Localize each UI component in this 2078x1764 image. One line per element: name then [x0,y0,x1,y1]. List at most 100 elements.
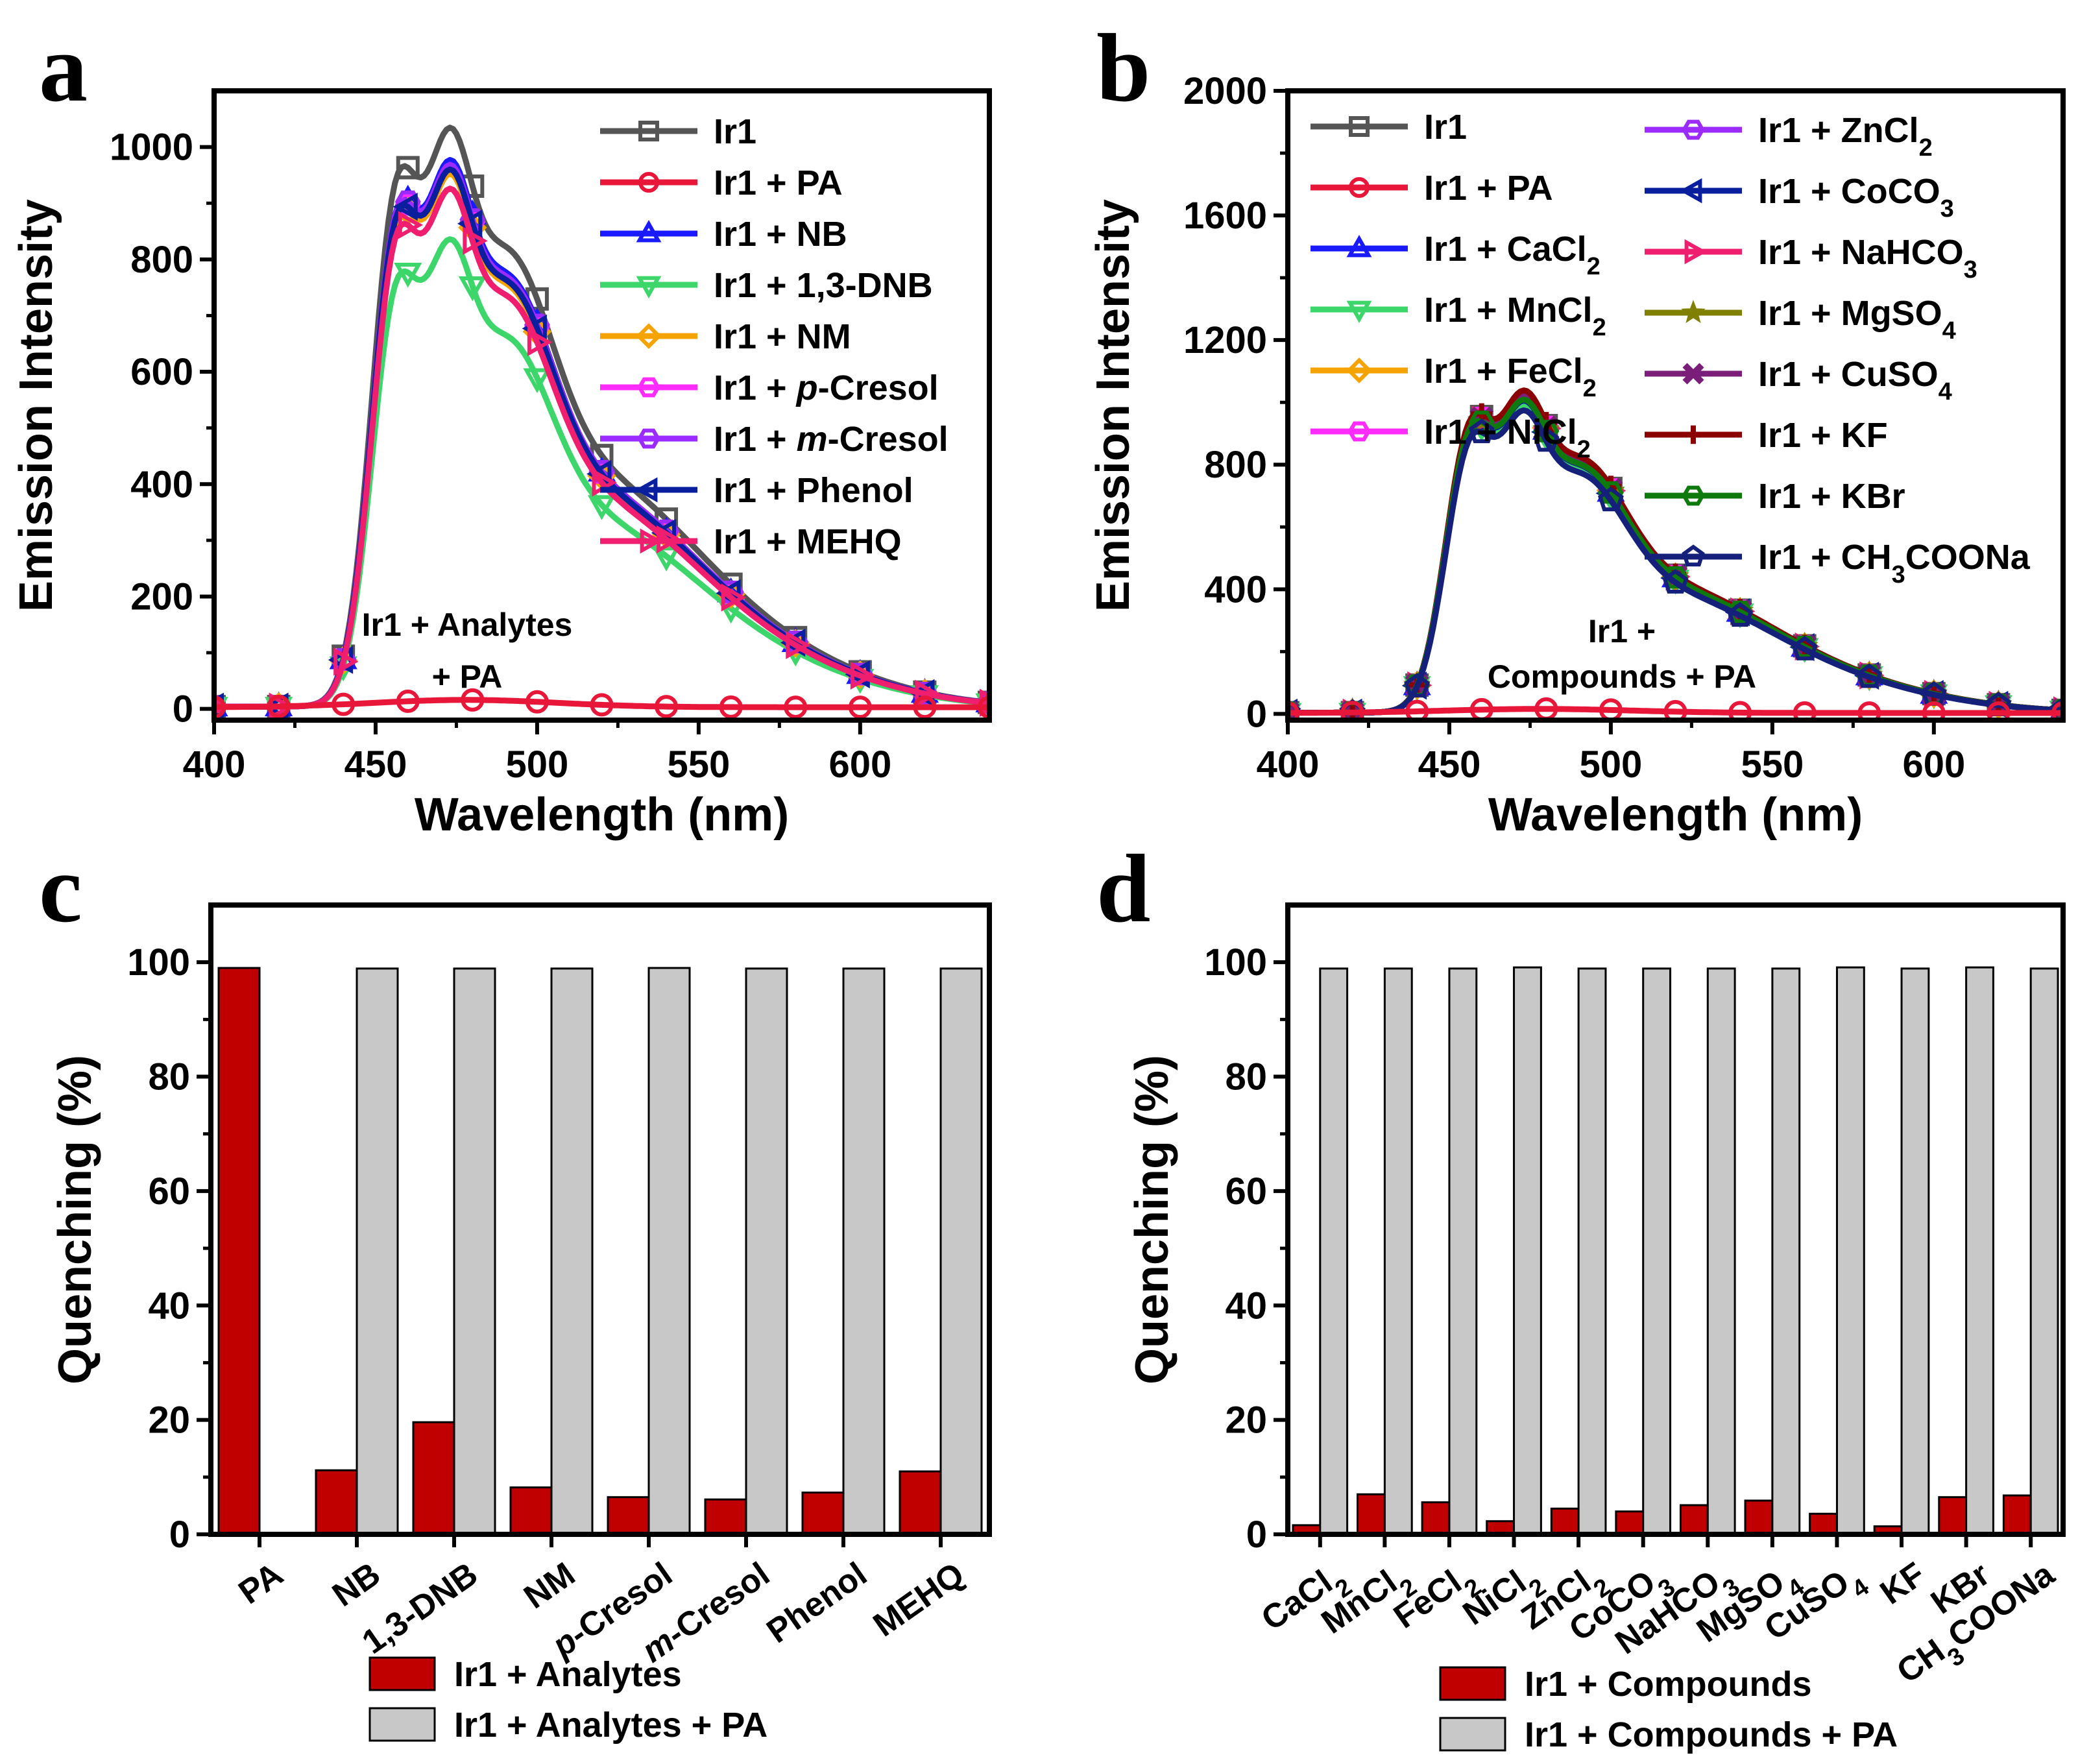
plot-frame [1285,88,2066,723]
legend-item: Ir1 + MEHQ [600,522,902,561]
data-point [1728,701,1752,720]
bar [607,1496,650,1536]
legend-item: Ir1 + CaCl2 [1311,230,1601,280]
bar [1319,967,1349,1536]
data-point [525,690,549,714]
legend-label: Ir1 + PA [1424,169,1553,208]
x-axis-title: Wavelength (nm) [1488,789,1863,841]
legend-label: Ir1 + Analytes + PA [454,1706,767,1745]
data-point [784,695,808,719]
bar [1448,967,1478,1536]
legend-label: Ir1 + CaCl2 [1424,230,1601,280]
legend-marker [636,219,662,243]
legend-marker [638,121,659,141]
legend-item: Ir1 + KBr [1645,477,1905,516]
legend-label: Ir1 + Analytes [454,1655,682,1694]
y-tick-label: 80 [148,1056,190,1098]
data-point [721,583,747,612]
y-tick-label: 0 [173,688,193,731]
data-point [1727,602,1754,627]
legend-marker [1346,357,1372,383]
data-point [587,495,616,520]
y-tick-label: 2000 [1183,70,1267,112]
data-point [1597,481,1624,504]
legend-item: Ir1 + m-Cresol [600,420,948,459]
bar [1357,1493,1386,1536]
legend-label: Ir1 + CH3COONa [1758,538,2031,588]
legend-item: Ir1 + Analytes [368,1655,682,1694]
bar [1550,1507,1580,1536]
legend-marker [636,323,662,349]
legend-item: Ir1 + NB [600,215,847,254]
legend-label: Ir1 + p-Cresol [714,369,939,407]
x-tick-label: 450 [344,743,407,786]
category-label: NB [326,1555,387,1614]
data-point [1922,701,1946,720]
bar [1900,967,1930,1536]
plot-frame [211,88,992,723]
legend-swatch [1439,1666,1506,1701]
legend-item: Ir1 + PA [1311,169,1553,208]
y-tick-label: 100 [127,941,190,984]
data-point [1793,701,1817,720]
x-tick-label: 550 [1741,743,1804,786]
series-line [214,186,989,710]
legend-marker [1682,544,1705,567]
annotation-line-1: Ir1 + [1588,613,1656,649]
series-ir1-pa [1288,697,2063,720]
bar [647,967,691,1536]
annotation-line-2: Compounds + PA [1488,658,1756,695]
data-point [398,211,424,239]
legend-item: Ir1 + NM [600,317,851,356]
bar [1965,966,1994,1536]
data-point [719,695,743,719]
legend-marker [634,477,658,503]
y-axis-title: Quenching (%) [1126,1055,1178,1384]
annotation-line-2: + PA [432,658,503,695]
y-tick-label: 800 [1204,444,1267,486]
bar [1513,966,1542,1536]
legend-label: Ir1 + NiCl2 [1424,413,1591,463]
legend-item: Ir1 + Compounds [1439,1665,1812,1704]
data-point [1597,487,1624,512]
legend-item: Ir1 + MnCl2 [1311,291,1606,341]
data-point [1533,427,1560,452]
category-label: Phenol [760,1555,874,1650]
legend-label: Ir1 + KBr [1758,477,1905,516]
legend-marker [1346,300,1372,324]
y-tick-label: 1200 [1183,319,1267,361]
y-tick-label: 800 [130,239,193,281]
legend-marker [1349,116,1370,137]
data-point [333,647,359,676]
bar [1809,1512,1838,1536]
y-tick-label: 0 [169,1514,190,1556]
bar [315,1469,358,1536]
x-tick-label: 450 [1418,743,1481,786]
plot-frame [208,902,992,1537]
data-point [590,693,614,717]
legend-item: Ir1 + KF [1645,416,1888,455]
data-point [1288,701,1299,720]
bar [801,1492,845,1536]
data-point [1404,673,1431,698]
legend-item: Ir1 + MgSO4 [1645,294,1956,344]
legend: Ir1 + Compounds Ir1 + Compounds + PA [1439,1665,1898,1754]
data-point [393,193,418,221]
plot-area [1288,387,2063,720]
data-point [1987,701,2011,720]
bar [1383,967,1413,1536]
legend-marker [1682,485,1705,506]
data-point [396,156,420,180]
legend: Ir1 + Analytes Ir1 + Analytes + PA [368,1655,767,1745]
y-axis-title: Quenching (%) [49,1055,101,1384]
legend-label: Ir1 + CoCO3 [1758,172,1954,223]
data-point [1340,701,1364,720]
y-tick-label: 600 [130,351,193,393]
category-label: CuSO4 [1758,1555,1874,1657]
data-point [655,695,679,719]
legend-marker [1684,239,1708,265]
legend-swatch [368,1656,436,1691]
legend-marker [1349,177,1370,198]
